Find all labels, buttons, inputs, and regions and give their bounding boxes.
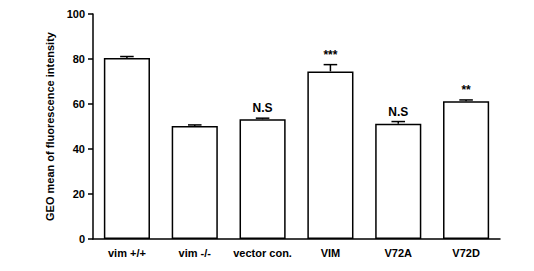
svg-text:N.S: N.S (253, 101, 273, 115)
svg-text:***: *** (323, 48, 337, 62)
svg-text:40: 40 (73, 143, 85, 155)
svg-text:60: 60 (73, 98, 85, 110)
svg-text:vim -/-: vim -/- (179, 247, 212, 259)
svg-text:20: 20 (73, 188, 85, 200)
svg-text:**: ** (461, 83, 471, 97)
svg-text:100: 100 (67, 8, 85, 20)
svg-text:N.S: N.S (388, 105, 408, 119)
svg-text:vim +/+: vim +/+ (108, 247, 146, 259)
svg-text:VIM: VIM (321, 247, 341, 259)
svg-text:V72D: V72D (452, 247, 480, 259)
svg-text:GEO mean of fluorescence inten: GEO mean of fluorescence intensity (44, 31, 56, 221)
svg-text:V72A: V72A (384, 247, 412, 259)
svg-text:80: 80 (73, 53, 85, 65)
svg-text:0: 0 (79, 233, 85, 245)
svg-text:vector con.: vector con. (233, 247, 292, 259)
